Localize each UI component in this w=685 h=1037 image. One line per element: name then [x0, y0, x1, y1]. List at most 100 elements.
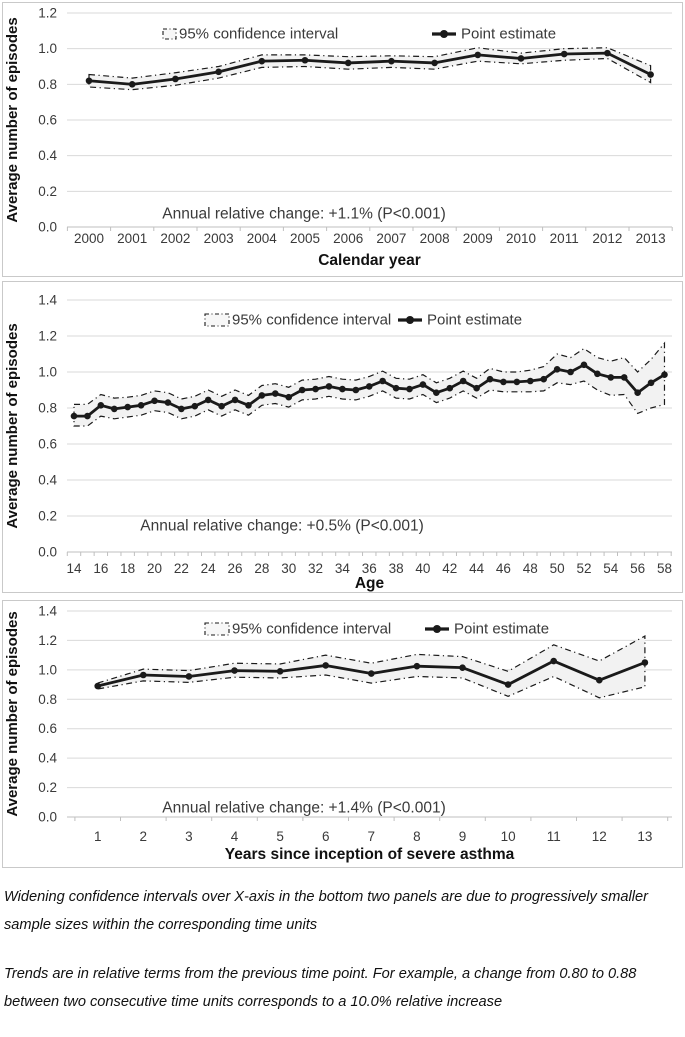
annotation: Annual relative change: +1.1% (P<0.001): [162, 206, 446, 223]
point-legend-dot: [440, 30, 448, 38]
x-axis-title: Age: [355, 575, 385, 592]
x-axis-ticks: [74, 817, 669, 821]
svg-text:11: 11: [547, 829, 561, 844]
svg-text:48: 48: [523, 561, 538, 576]
point-legend-dot: [406, 316, 414, 324]
svg-text:1.2: 1.2: [38, 633, 57, 648]
svg-text:13: 13: [637, 829, 652, 844]
gridlines: [67, 610, 672, 818]
point-legend-label: Point estimate: [454, 621, 549, 638]
svg-text:2009: 2009: [463, 231, 493, 246]
svg-text:5: 5: [276, 829, 284, 844]
svg-text:28: 28: [254, 561, 269, 576]
svg-text:2004: 2004: [247, 231, 278, 246]
x-tick-labels: 14 16 18 20 22 24 26 28 30 32 34 36 38 40 42 44 46 48 50 52…: [66, 561, 672, 576]
y-tick-labels: 0.0 0.2 0.4 0.6 0.8 1.0 1.2 1.4: [38, 293, 57, 560]
svg-text:2011: 2011: [550, 231, 579, 246]
svg-text:2013: 2013: [636, 231, 666, 246]
x-tick-labels: 1 2 3 4 5 6 7 8 9 10 11 12 13: [94, 829, 652, 844]
y-axis-title: Average number of episodes: [4, 323, 21, 528]
chart-years-since-inception: 0.00.20.40.60.81.01.21.41 2 3 4 5 6 7 8 9 10 11 12 1…: [4, 604, 672, 863]
svg-text:2005: 2005: [290, 231, 320, 246]
svg-text:2012: 2012: [592, 231, 622, 246]
svg-text:0.2: 0.2: [38, 780, 57, 795]
legend: 95% confidence interval Point estimate: [204, 312, 522, 329]
svg-text:2006: 2006: [333, 231, 363, 246]
svg-text:42: 42: [442, 561, 457, 576]
svg-text:24: 24: [201, 561, 217, 576]
svg-text:16: 16: [93, 561, 108, 576]
svg-text:32: 32: [308, 561, 323, 576]
point-legend-label: Point estimate: [461, 26, 556, 43]
svg-text:1.4: 1.4: [38, 293, 57, 308]
svg-text:46: 46: [496, 561, 511, 576]
svg-text:58: 58: [657, 561, 672, 576]
svg-text:18: 18: [120, 561, 135, 576]
svg-text:36: 36: [362, 561, 377, 576]
svg-text:0.2: 0.2: [38, 184, 57, 199]
svg-text:54: 54: [603, 561, 619, 576]
x-axis-ticks: [66, 552, 672, 556]
svg-text:2001: 2001: [117, 231, 147, 246]
svg-text:22: 22: [174, 561, 189, 576]
point-line: [94, 657, 649, 690]
svg-text:0.6: 0.6: [38, 113, 57, 128]
svg-text:0.8: 0.8: [38, 77, 57, 92]
svg-text:12: 12: [592, 829, 607, 844]
ci-legend-swatch: [162, 28, 177, 40]
point-legend-label: Point estimate: [427, 312, 522, 329]
svg-text:0.4: 0.4: [38, 751, 57, 766]
x-axis-title: Years since inception of severe asthma: [225, 846, 515, 863]
svg-text:50: 50: [550, 561, 565, 576]
svg-text:1.0: 1.0: [38, 662, 57, 677]
svg-text:0.8: 0.8: [38, 692, 57, 707]
x-axis-ticks: [66, 227, 673, 231]
svg-text:0.0: 0.0: [38, 545, 57, 560]
annotation: Annual relative change: +0.5% (P<0.001): [140, 518, 424, 535]
svg-text:52: 52: [576, 561, 591, 576]
svg-text:2: 2: [140, 829, 148, 844]
svg-text:44: 44: [469, 561, 485, 576]
svg-text:38: 38: [389, 561, 404, 576]
svg-text:20: 20: [147, 561, 162, 576]
svg-text:1.0: 1.0: [38, 365, 57, 380]
svg-text:7: 7: [368, 829, 376, 844]
gridlines: [67, 299, 672, 553]
svg-text:0.6: 0.6: [38, 721, 57, 736]
y-axis-title: Average number of episodes: [4, 17, 21, 222]
y-tick-labels: 0.0 0.2 0.4 0.6 0.8 1.0 1.2: [38, 6, 57, 235]
point-line: [85, 49, 654, 88]
y-tick-labels: 0.0 0.2 0.4 0.6 0.8 1.0 1.2 1.4: [38, 604, 57, 825]
ci-legend-label: 95% confidence interval: [232, 312, 391, 329]
svg-text:1.2: 1.2: [38, 329, 57, 344]
svg-text:2000: 2000: [74, 231, 104, 246]
svg-text:2003: 2003: [204, 231, 234, 246]
svg-text:2007: 2007: [376, 231, 406, 246]
svg-text:8: 8: [413, 829, 421, 844]
figure: 0.0 0.2 0.4 0.6 0.8 1.0 1.2 2000 2001 2002 2003 200…: [0, 2, 685, 1016]
svg-text:1.0: 1.0: [38, 41, 57, 56]
figure-footnotes: Widening confidence intervals over X-axi…: [0, 883, 685, 1016]
svg-text:0.0: 0.0: [38, 220, 57, 235]
svg-text:1.2: 1.2: [38, 6, 57, 21]
svg-text:40: 40: [415, 561, 430, 576]
svg-text:0.0: 0.0: [38, 810, 57, 825]
x-tick-labels: 2000 2001 2002 2003 2004 2005 2006 2007 2008 2009…: [74, 231, 666, 246]
svg-text:10: 10: [501, 829, 516, 844]
svg-text:0.8: 0.8: [38, 401, 57, 416]
svg-text:1.4: 1.4: [38, 604, 57, 619]
annotation: Annual relative change: +1.4% (P<0.001): [162, 800, 446, 817]
svg-text:0.4: 0.4: [38, 473, 57, 488]
point-legend-dot: [433, 625, 441, 633]
svg-text:0.4: 0.4: [38, 148, 57, 163]
svg-text:56: 56: [630, 561, 645, 576]
y-axis-title: Average number of episodes: [4, 611, 21, 816]
point-line: [70, 361, 668, 420]
x-axis-title: Calendar year: [318, 252, 421, 269]
gridlines: [67, 12, 672, 228]
footnote-sample-sizes: Widening confidence intervals over X-axi…: [4, 889, 648, 934]
legend: 95% confidence interval Point estimate: [204, 621, 549, 638]
footnote-relative-terms: Trends are in relative terms from the pr…: [4, 966, 637, 1011]
svg-text:34: 34: [335, 561, 351, 576]
